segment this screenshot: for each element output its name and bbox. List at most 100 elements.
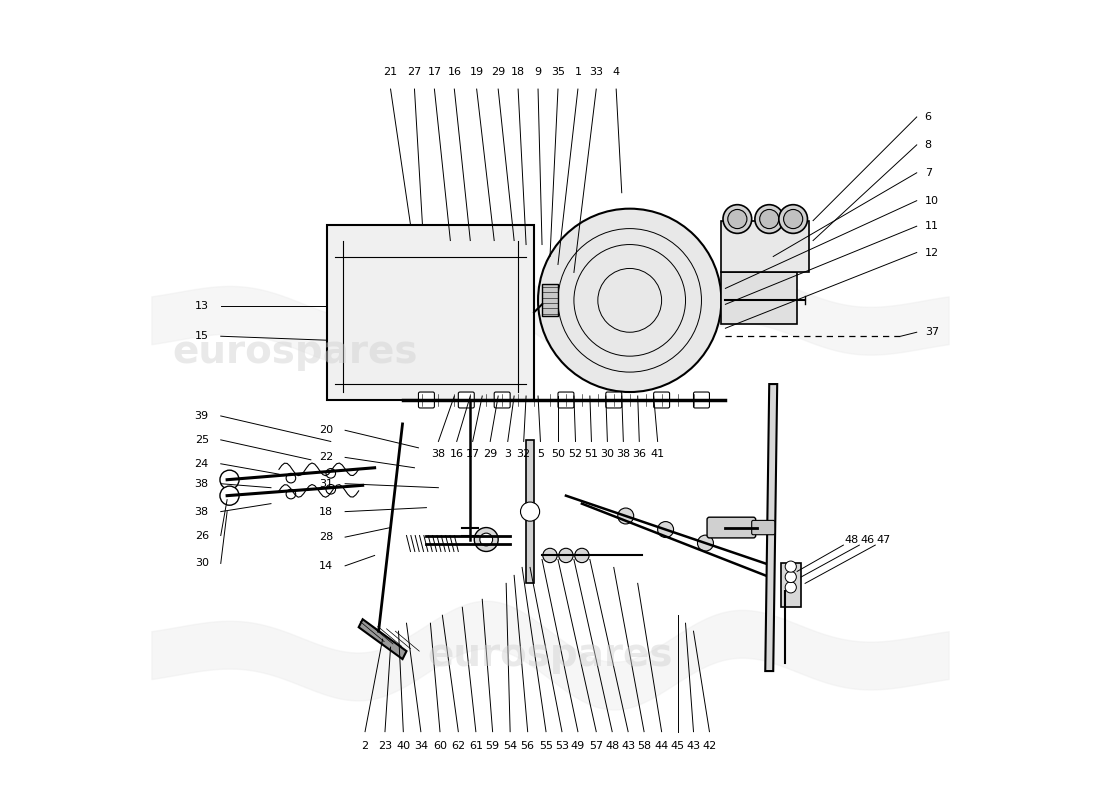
Polygon shape xyxy=(359,619,407,659)
Text: 2: 2 xyxy=(362,742,369,751)
Circle shape xyxy=(286,474,296,483)
Polygon shape xyxy=(766,384,778,671)
FancyBboxPatch shape xyxy=(653,392,670,408)
Text: 26: 26 xyxy=(195,530,209,541)
Text: 18: 18 xyxy=(512,67,525,77)
FancyBboxPatch shape xyxy=(494,392,510,408)
Circle shape xyxy=(785,571,796,582)
Text: 9: 9 xyxy=(535,67,541,77)
Text: 6: 6 xyxy=(925,112,932,122)
Circle shape xyxy=(326,485,336,494)
Text: 60: 60 xyxy=(433,742,447,751)
Text: eurospares: eurospares xyxy=(427,636,673,674)
Circle shape xyxy=(520,502,540,521)
Text: 46: 46 xyxy=(860,535,875,545)
Text: 42: 42 xyxy=(702,742,716,751)
Text: 30: 30 xyxy=(601,450,615,459)
Text: 38: 38 xyxy=(195,478,209,489)
Circle shape xyxy=(474,527,498,551)
Text: 3: 3 xyxy=(504,450,512,459)
Circle shape xyxy=(574,548,590,562)
Circle shape xyxy=(723,205,751,234)
Text: 25: 25 xyxy=(195,435,209,445)
Circle shape xyxy=(697,535,714,551)
FancyBboxPatch shape xyxy=(418,392,434,408)
Text: 39: 39 xyxy=(195,411,209,421)
Text: 34: 34 xyxy=(414,742,428,751)
Circle shape xyxy=(326,469,336,478)
Text: 52: 52 xyxy=(569,450,583,459)
Text: 20: 20 xyxy=(319,426,333,435)
Text: 54: 54 xyxy=(503,742,517,751)
Text: 24: 24 xyxy=(195,458,209,469)
Circle shape xyxy=(538,209,722,392)
Circle shape xyxy=(220,470,239,490)
Text: 28: 28 xyxy=(319,532,333,542)
Text: 47: 47 xyxy=(876,535,890,545)
Text: 37: 37 xyxy=(925,327,938,338)
Text: 62: 62 xyxy=(451,742,465,751)
Circle shape xyxy=(785,561,796,572)
FancyBboxPatch shape xyxy=(459,392,474,408)
Text: 55: 55 xyxy=(539,742,553,751)
Text: 4: 4 xyxy=(613,67,619,77)
Circle shape xyxy=(783,210,803,229)
FancyBboxPatch shape xyxy=(722,273,798,324)
Text: 19: 19 xyxy=(470,67,484,77)
Text: 53: 53 xyxy=(556,742,569,751)
Text: 50: 50 xyxy=(551,450,565,459)
Text: 14: 14 xyxy=(319,561,333,571)
Circle shape xyxy=(785,582,796,593)
Text: 38: 38 xyxy=(616,450,630,459)
Text: 30: 30 xyxy=(195,558,209,569)
Text: 45: 45 xyxy=(671,742,684,751)
Text: 57: 57 xyxy=(590,742,603,751)
Text: 29: 29 xyxy=(491,67,505,77)
Text: 31: 31 xyxy=(319,478,333,489)
Text: 21: 21 xyxy=(384,67,397,77)
Circle shape xyxy=(618,508,634,524)
Text: 44: 44 xyxy=(654,742,669,751)
FancyBboxPatch shape xyxy=(558,392,574,408)
Text: 18: 18 xyxy=(319,506,333,517)
Text: 29: 29 xyxy=(483,450,497,459)
Text: 51: 51 xyxy=(584,450,598,459)
FancyBboxPatch shape xyxy=(722,221,810,273)
Circle shape xyxy=(480,533,493,546)
Circle shape xyxy=(755,205,783,234)
Text: 13: 13 xyxy=(195,301,209,311)
Text: 35: 35 xyxy=(551,67,565,77)
Circle shape xyxy=(658,522,673,538)
Text: 59: 59 xyxy=(485,742,499,751)
FancyBboxPatch shape xyxy=(707,517,756,538)
Circle shape xyxy=(220,486,239,506)
Text: 38: 38 xyxy=(195,506,209,517)
Circle shape xyxy=(542,548,558,562)
Text: 43: 43 xyxy=(621,742,635,751)
Text: 15: 15 xyxy=(195,331,209,342)
Text: eurospares: eurospares xyxy=(172,333,418,371)
Text: 12: 12 xyxy=(925,247,938,258)
Text: 17: 17 xyxy=(427,67,441,77)
Text: 38: 38 xyxy=(431,450,446,459)
FancyBboxPatch shape xyxy=(751,520,774,534)
FancyBboxPatch shape xyxy=(693,392,710,408)
Text: 56: 56 xyxy=(520,742,535,751)
FancyBboxPatch shape xyxy=(606,392,621,408)
Text: 43: 43 xyxy=(686,742,701,751)
Text: 10: 10 xyxy=(925,196,938,206)
Text: 61: 61 xyxy=(469,742,483,751)
Text: 32: 32 xyxy=(517,450,531,459)
Text: 41: 41 xyxy=(650,450,664,459)
FancyBboxPatch shape xyxy=(327,225,535,400)
Text: 49: 49 xyxy=(571,742,585,751)
Text: 23: 23 xyxy=(378,742,392,751)
Text: 17: 17 xyxy=(465,450,480,459)
Text: 36: 36 xyxy=(632,450,647,459)
Text: 33: 33 xyxy=(590,67,603,77)
Text: 16: 16 xyxy=(448,67,461,77)
Text: 7: 7 xyxy=(925,168,932,178)
Text: 11: 11 xyxy=(925,222,938,231)
Text: 5: 5 xyxy=(537,450,543,459)
Text: 48: 48 xyxy=(605,742,619,751)
